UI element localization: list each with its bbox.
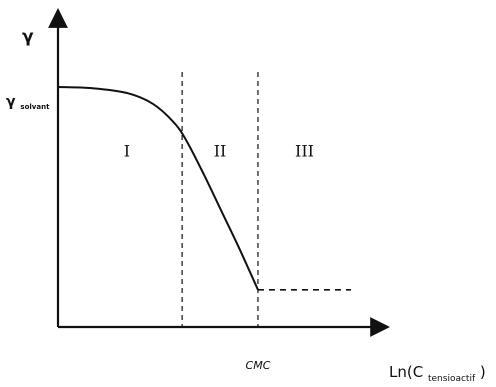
x-axis-label-close: ): [480, 363, 486, 381]
cmc-label: CMC: [246, 359, 271, 372]
region-dividers: [181, 72, 259, 327]
y-solvent-symbol: γ: [6, 94, 16, 110]
x-axis-label-main: Ln(C: [389, 363, 423, 381]
region-label-i: I: [124, 142, 130, 161]
x-axis-label: Ln(C tensioactif ): [389, 363, 486, 385]
y-axis-symbol: γ: [22, 27, 34, 47]
surface-tension-curve: [57, 86, 259, 291]
x-axis-label-subscript: tensioactif: [428, 374, 476, 384]
y-solvent-label: γ solvant: [6, 94, 50, 111]
region-label-ii: II: [214, 142, 227, 161]
region-label-iii: III: [295, 142, 314, 161]
y-solvent-subscript: solvant: [20, 103, 50, 111]
